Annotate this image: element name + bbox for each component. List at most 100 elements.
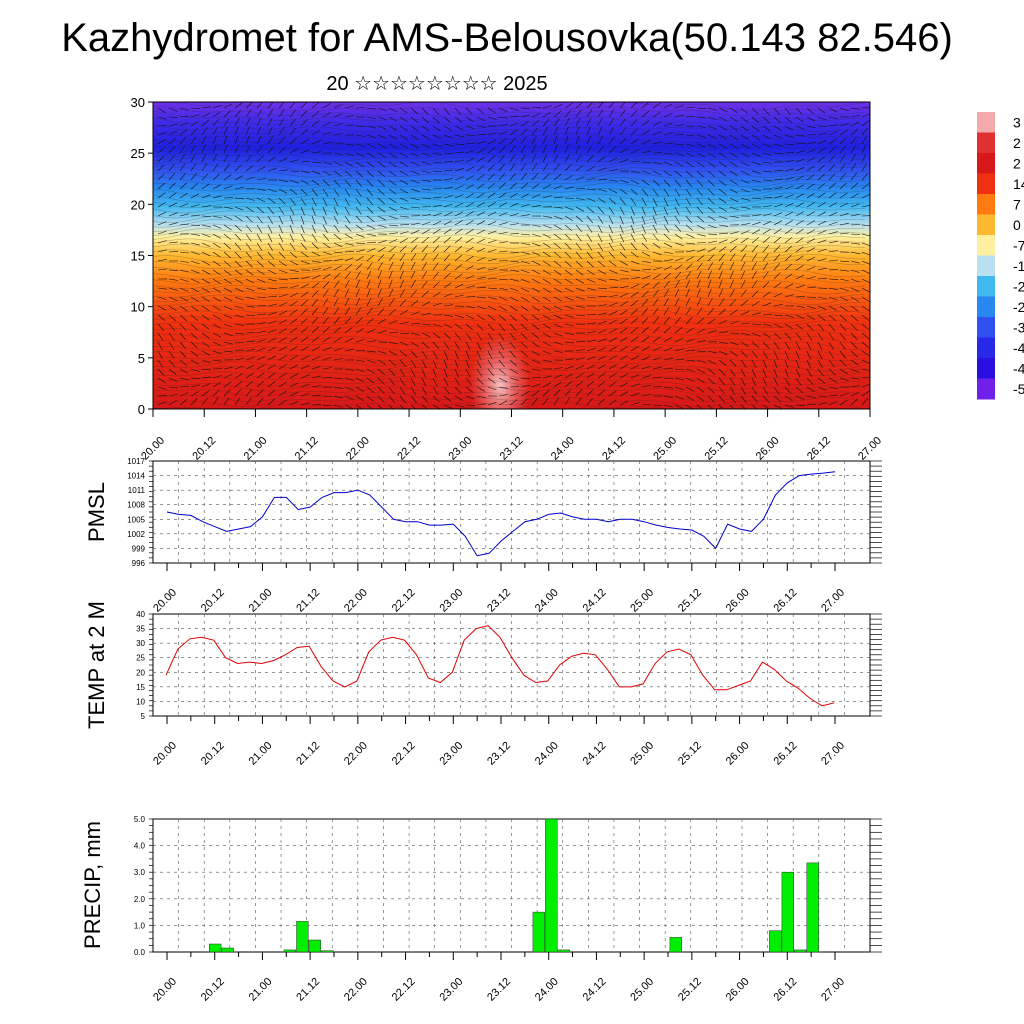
wind-barb (630, 383, 640, 388)
wind-barb (696, 377, 705, 384)
wind-barb (531, 368, 541, 371)
wind-barb (685, 288, 690, 298)
wind-barb (498, 202, 508, 208)
x-tick-label: 22.00 (342, 587, 370, 615)
wind-barb (432, 212, 442, 217)
wind-barb (839, 123, 849, 127)
x-tick-label: 24.00 (533, 976, 561, 1004)
wind-barb (806, 286, 816, 289)
wind-barb (421, 332, 431, 338)
wind-barb (707, 330, 717, 334)
wind-barb (773, 254, 781, 262)
wind-barb (201, 215, 212, 217)
y-tick-label: 35 (136, 625, 145, 634)
wind-barb (201, 314, 210, 321)
wind-barb (674, 297, 680, 307)
wind-barb (487, 258, 497, 262)
wind-barb (454, 159, 464, 163)
wind-barb (300, 149, 310, 154)
wind-barb (718, 170, 727, 177)
wind-barb (619, 355, 628, 361)
wind-barb (674, 215, 681, 224)
wind-barb (806, 125, 816, 129)
wind-barb (685, 152, 695, 157)
wind-barb (729, 386, 736, 395)
wind-barb (608, 287, 619, 289)
wind-barb (157, 155, 165, 163)
wind-barb (762, 170, 773, 173)
wind-barb (773, 263, 781, 271)
wind-barb (762, 314, 773, 316)
wind-barb (344, 161, 354, 167)
wind-barb (817, 296, 827, 300)
wind-barb (850, 368, 860, 373)
isotherm-line (153, 279, 866, 290)
y-tick-label: 2.0 (134, 895, 146, 904)
isotherm-line (153, 162, 866, 173)
wind-barb (520, 305, 529, 312)
wind-barb (289, 179, 299, 184)
wind-barb (531, 350, 540, 356)
wind-barb (586, 233, 592, 242)
isotherm-line (153, 360, 866, 372)
isotherm-line (153, 365, 866, 377)
wind-barb (740, 230, 750, 235)
wind-barb (256, 145, 263, 154)
wind-barb (619, 118, 626, 127)
wind-barb (509, 182, 517, 190)
wind-barb (157, 401, 167, 406)
wind-barb (223, 332, 233, 336)
temp-y-label: TEMP at 2 M (84, 601, 109, 729)
x-tick-label: 21.12 (293, 435, 321, 463)
wind-barb (740, 299, 748, 307)
wind-barb (861, 193, 870, 199)
wind-barb (366, 329, 376, 334)
wind-barb (696, 161, 705, 168)
wind-barb (707, 368, 716, 375)
wind-barb (223, 269, 232, 276)
wind-barb (817, 402, 827, 406)
wind-barb (674, 242, 684, 246)
wind-barb (520, 398, 528, 406)
wind-barb (630, 242, 637, 251)
wind-barb (388, 232, 398, 235)
wind-barb (663, 316, 670, 325)
wind-barb (762, 302, 772, 307)
wind-barb (245, 287, 255, 292)
wind-barb (256, 364, 266, 370)
wind-barb (311, 260, 321, 263)
wind-barb (630, 317, 638, 325)
wind-barb (322, 377, 333, 379)
wind-barb (520, 128, 528, 136)
isotherm-line (153, 182, 866, 193)
wind-barb (212, 118, 220, 127)
wind-barb (575, 135, 580, 145)
wind-barb (278, 197, 286, 205)
wind-barb (817, 258, 827, 262)
wind-barb (608, 302, 618, 307)
wind-barb (685, 170, 693, 178)
wind-barb (201, 278, 211, 284)
wind-barb (652, 251, 662, 256)
wind-barb (707, 224, 717, 229)
wind-barb (179, 137, 187, 145)
wind-barb (608, 179, 618, 182)
wind-barb (322, 273, 331, 280)
wind-barb (355, 288, 360, 298)
wind-barb (828, 107, 838, 113)
wind-barb (850, 287, 860, 292)
wind-barb (707, 152, 716, 158)
wind-barb (806, 395, 816, 399)
wind-barb (421, 253, 428, 262)
wind-barb (421, 312, 431, 316)
wind-barb (542, 350, 552, 355)
wind-barb (685, 386, 695, 392)
wind-barb (245, 109, 252, 118)
wind-barb (663, 289, 669, 298)
wind-barb (322, 131, 332, 136)
wind-barb (707, 233, 718, 235)
wind-barb (597, 224, 603, 234)
wind-barb (575, 144, 581, 154)
wind-barb (432, 161, 442, 164)
wind-barb (377, 215, 387, 221)
